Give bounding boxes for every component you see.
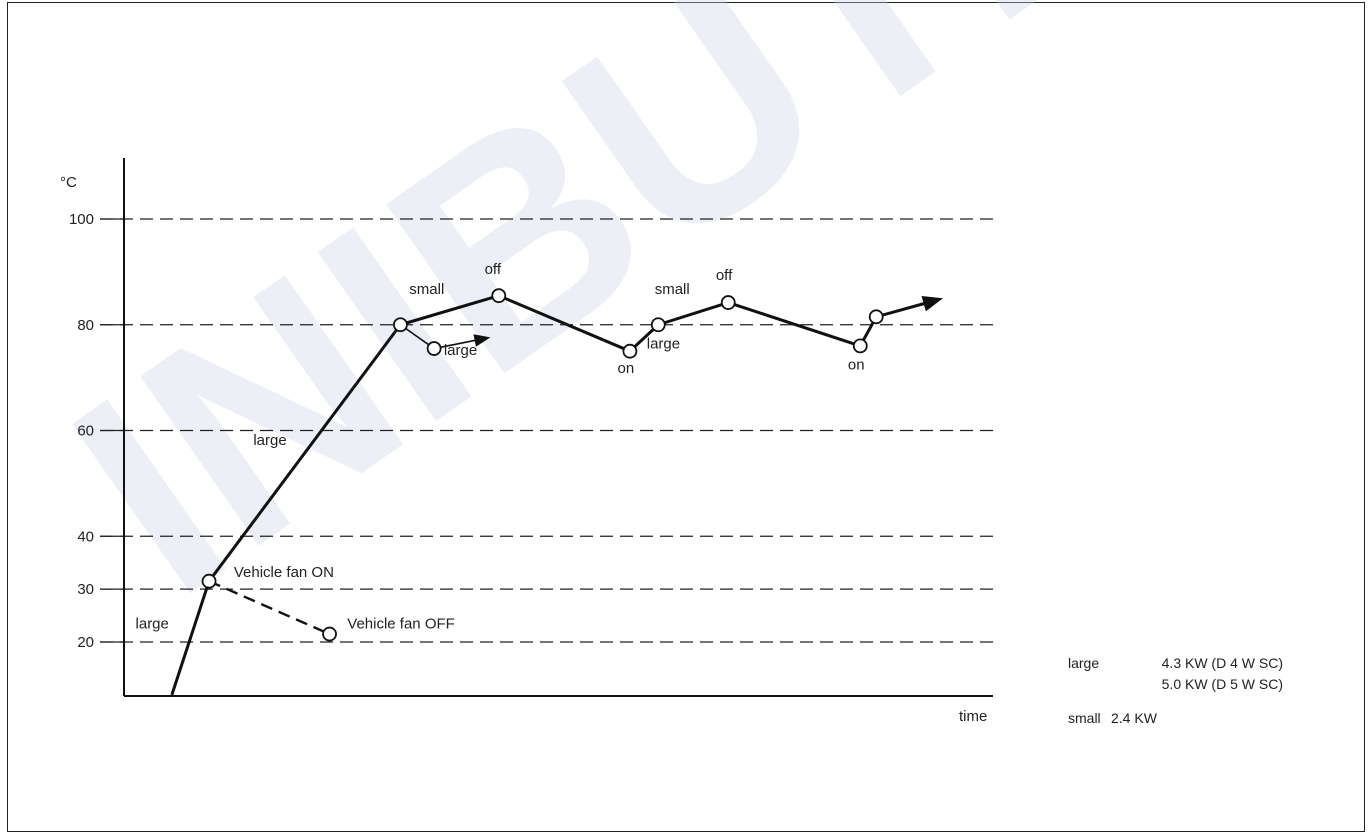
- annotation-label: Vehicle fan ON: [234, 564, 334, 581]
- point-marker: [868, 309, 884, 325]
- annotation-label: large: [444, 342, 477, 359]
- y-tick-label: 60: [77, 423, 94, 440]
- series-line-solid-thick: [170, 294, 943, 696]
- legend-large-value-1: 4.3 KW (D 4 W SC): [1162, 655, 1283, 671]
- y-tick-label: 100: [69, 211, 94, 228]
- markers: [201, 288, 884, 642]
- annotation-label: large: [136, 615, 169, 632]
- series-line-dashed: [208, 580, 331, 636]
- point-marker: [322, 626, 337, 642]
- x-axis-label: time: [959, 708, 987, 725]
- annotation-label: on: [848, 357, 865, 374]
- point-marker: [720, 295, 736, 310]
- annotation-label: off: [485, 261, 502, 278]
- annotation-label: large: [253, 432, 286, 449]
- point-marker: [491, 288, 507, 304]
- y-axis-unit-label: °C: [60, 174, 77, 191]
- annotation-label: small: [655, 281, 690, 298]
- temperature-chart: INIBUTLE 100 80 60 40 30 20 °C time large Vehi…: [18, 0, 1344, 726]
- legend-small-label: small: [1068, 710, 1101, 726]
- legend-large-value-2: 5.0 KW (D 5 W SC): [1162, 676, 1283, 692]
- point-marker: [650, 317, 666, 333]
- y-tick-label: 20: [77, 634, 94, 651]
- annotations: large Vehicle fan ON Vehicle fan OFF large s…: [136, 261, 865, 632]
- y-tick-label: 80: [77, 317, 94, 334]
- annotation-label: Vehicle fan OFF: [347, 615, 455, 632]
- point-marker: [201, 573, 217, 589]
- annotation-label: small: [409, 281, 444, 298]
- axes: °C time: [60, 158, 993, 725]
- legend-large-label: large: [1068, 655, 1099, 671]
- point-marker: [426, 341, 442, 356]
- point-marker: [852, 338, 868, 354]
- annotation-label: large: [647, 336, 680, 353]
- legend-small-value: 2.4 KW: [1111, 710, 1158, 726]
- legend: large 4.3 KW (D 4 W SC) 5.0 KW (D 5 W SC…: [1068, 655, 1283, 726]
- grid-lines: 100 80 60 40 30 20: [69, 211, 993, 651]
- y-tick-label: 30: [77, 581, 94, 598]
- point-marker: [622, 343, 638, 359]
- annotation-label: off: [716, 267, 733, 284]
- annotation-label: on: [618, 360, 635, 377]
- watermark: INIBUTLE: [18, 0, 1344, 657]
- point-marker: [393, 317, 408, 333]
- y-tick-label: 40: [77, 528, 94, 545]
